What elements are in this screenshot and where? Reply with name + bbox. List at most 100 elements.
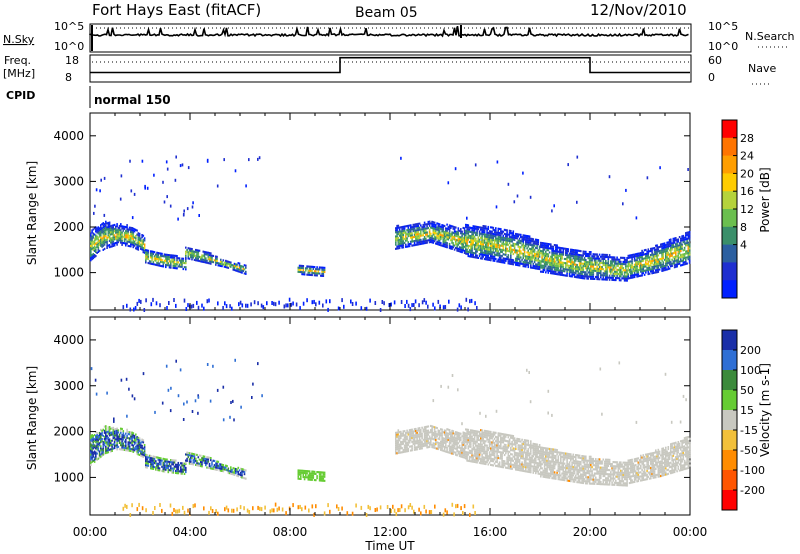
nsearch-tick-bottom: 10^0 bbox=[708, 40, 738, 53]
echo-cell bbox=[593, 261, 596, 264]
echo-cell bbox=[681, 264, 683, 267]
echo-cell bbox=[566, 258, 568, 261]
echo-cell bbox=[537, 255, 540, 258]
echo-cell bbox=[138, 437, 141, 440]
echo-cell bbox=[298, 469, 301, 472]
echo-cell bbox=[221, 465, 223, 468]
echo-cell bbox=[118, 239, 121, 242]
echo-cell bbox=[395, 237, 397, 240]
echo-cell bbox=[302, 301, 305, 306]
echo-cell bbox=[527, 241, 530, 244]
echo-cell bbox=[426, 431, 428, 434]
echo-cell bbox=[527, 266, 530, 269]
echo-cell bbox=[497, 233, 500, 236]
echo-cell bbox=[125, 242, 127, 245]
echo-cell bbox=[475, 256, 477, 259]
freq-strip-frame bbox=[89, 54, 692, 83]
echo-cell bbox=[450, 450, 452, 453]
echo-cell bbox=[191, 452, 193, 455]
echo-cell bbox=[163, 464, 166, 467]
echo-cell bbox=[436, 435, 438, 438]
echo-cell bbox=[476, 230, 478, 233]
echo-cell bbox=[433, 438, 436, 441]
echo-cell bbox=[213, 466, 216, 469]
echo-cell bbox=[465, 240, 467, 243]
echo-cell bbox=[91, 235, 93, 238]
echo-cell bbox=[168, 463, 171, 466]
echo-cell bbox=[580, 254, 582, 257]
echo-cell bbox=[551, 209, 553, 213]
echo-cell bbox=[590, 271, 592, 274]
echo-cell bbox=[173, 262, 176, 265]
echo-cell bbox=[215, 259, 217, 262]
echo-cell bbox=[420, 441, 422, 444]
echo-cell bbox=[407, 230, 410, 233]
echo-cell bbox=[103, 444, 106, 447]
echo-cell bbox=[427, 441, 430, 444]
echo-cell bbox=[458, 438, 461, 441]
echo-cell bbox=[572, 269, 575, 272]
echo-cell bbox=[397, 431, 400, 434]
echo-cell bbox=[117, 228, 120, 231]
echo-cell bbox=[113, 447, 116, 450]
echo-cell bbox=[600, 261, 602, 264]
echo-cell bbox=[533, 265, 536, 268]
echo-cell bbox=[146, 456, 148, 459]
echo-cell bbox=[516, 243, 518, 246]
echo-cell bbox=[207, 262, 210, 265]
echo-cell bbox=[92, 445, 95, 448]
echo-cell bbox=[197, 259, 200, 262]
echo-cell bbox=[145, 460, 147, 463]
echo-cells bbox=[90, 358, 691, 517]
echo-cell bbox=[120, 438, 122, 441]
echo-cell bbox=[140, 299, 142, 304]
echo-cell bbox=[136, 438, 138, 441]
echo-cell bbox=[102, 238, 105, 241]
echo-cell bbox=[297, 270, 300, 273]
echo-cell bbox=[401, 228, 403, 231]
echo-cell bbox=[567, 248, 570, 251]
echo-cell bbox=[500, 236, 502, 239]
echo-cell bbox=[157, 260, 160, 263]
echo-cell bbox=[442, 238, 445, 241]
echo-cell bbox=[673, 255, 676, 258]
echo-cell bbox=[303, 271, 306, 274]
echo-cell bbox=[493, 235, 496, 238]
echo-cell bbox=[398, 451, 401, 454]
echo-cell bbox=[575, 267, 577, 270]
echo-cell bbox=[547, 267, 550, 270]
echo-cell bbox=[608, 256, 611, 259]
echo-cell bbox=[517, 235, 520, 238]
echo-cell bbox=[141, 455, 143, 458]
echo-cell bbox=[453, 438, 456, 441]
echo-cell bbox=[137, 248, 140, 251]
echo-cell bbox=[128, 241, 131, 244]
echo-cell bbox=[522, 261, 525, 264]
echo-cell bbox=[153, 263, 156, 266]
echo-cell bbox=[91, 452, 93, 455]
echo-cell bbox=[412, 240, 415, 243]
echo-cell bbox=[133, 244, 136, 247]
echo-cell bbox=[488, 256, 491, 259]
echo-cell bbox=[540, 252, 542, 255]
echo-cell bbox=[593, 277, 596, 280]
echo-cell bbox=[452, 436, 455, 439]
echo-cell bbox=[200, 465, 202, 468]
echo-cell bbox=[108, 426, 111, 429]
echo-cell bbox=[430, 236, 432, 239]
echo-cell bbox=[341, 298, 343, 303]
echo-cell bbox=[662, 253, 665, 256]
echo-cell bbox=[457, 433, 460, 436]
echo-cell bbox=[401, 432, 403, 435]
echo-cell bbox=[127, 236, 130, 239]
echo-cell bbox=[101, 243, 103, 246]
echo-cell bbox=[652, 247, 655, 250]
echo-cell bbox=[598, 267, 601, 270]
echo-cell bbox=[456, 448, 458, 451]
echo-cell bbox=[146, 249, 148, 252]
echo-cell bbox=[623, 269, 626, 272]
echo-cell bbox=[195, 248, 197, 251]
echo-cell bbox=[495, 227, 497, 230]
echo-cell bbox=[132, 444, 135, 447]
echo-cell bbox=[400, 445, 402, 448]
